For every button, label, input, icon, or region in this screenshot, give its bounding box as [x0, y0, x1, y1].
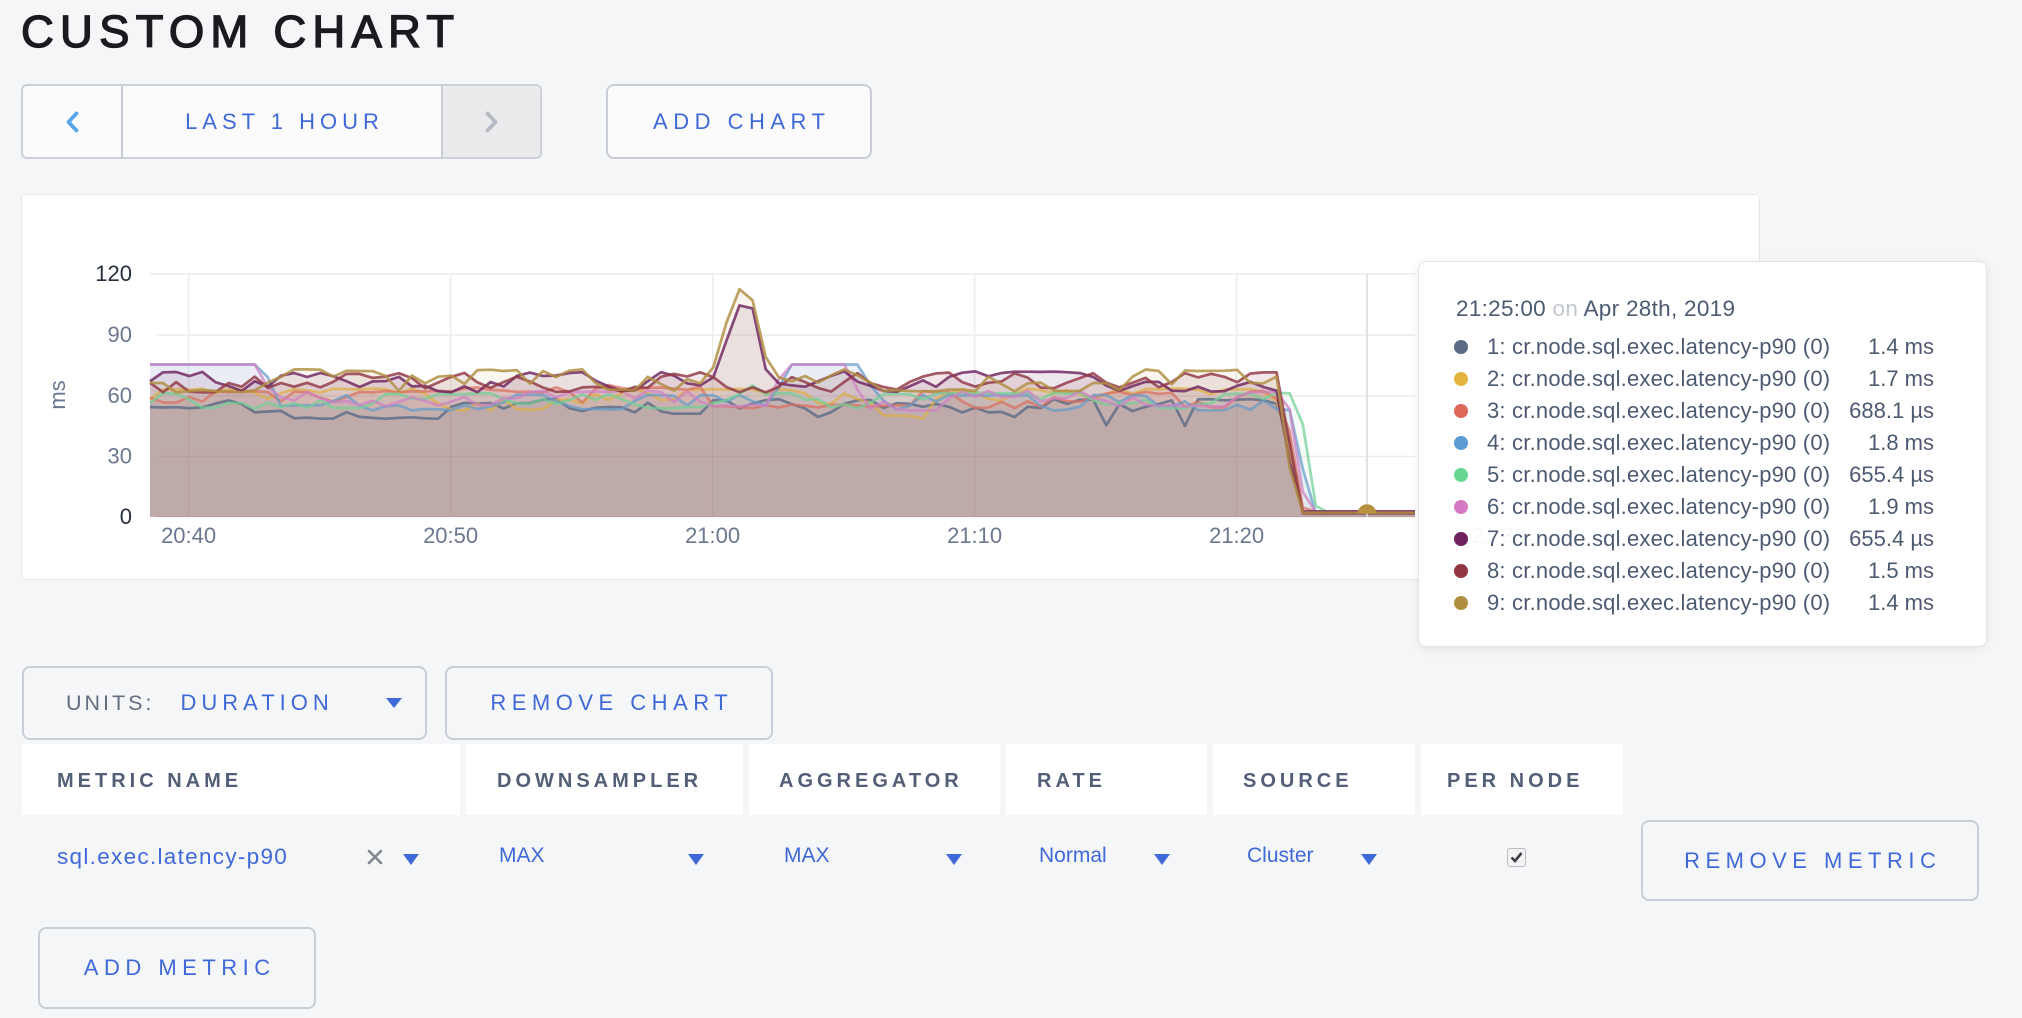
svg-text:120: 120: [95, 261, 132, 286]
svg-text:30: 30: [108, 444, 132, 469]
svg-text:21:10: 21:10: [947, 523, 1002, 548]
svg-text:60: 60: [108, 383, 132, 408]
svg-text:21:00: 21:00: [685, 523, 740, 548]
svg-text:21:20: 21:20: [1209, 523, 1264, 548]
svg-text:0: 0: [120, 504, 132, 529]
svg-text:ms: ms: [45, 380, 70, 409]
svg-text:20:50: 20:50: [423, 523, 478, 548]
svg-text:90: 90: [108, 322, 132, 347]
svg-text:20:40: 20:40: [161, 523, 216, 548]
